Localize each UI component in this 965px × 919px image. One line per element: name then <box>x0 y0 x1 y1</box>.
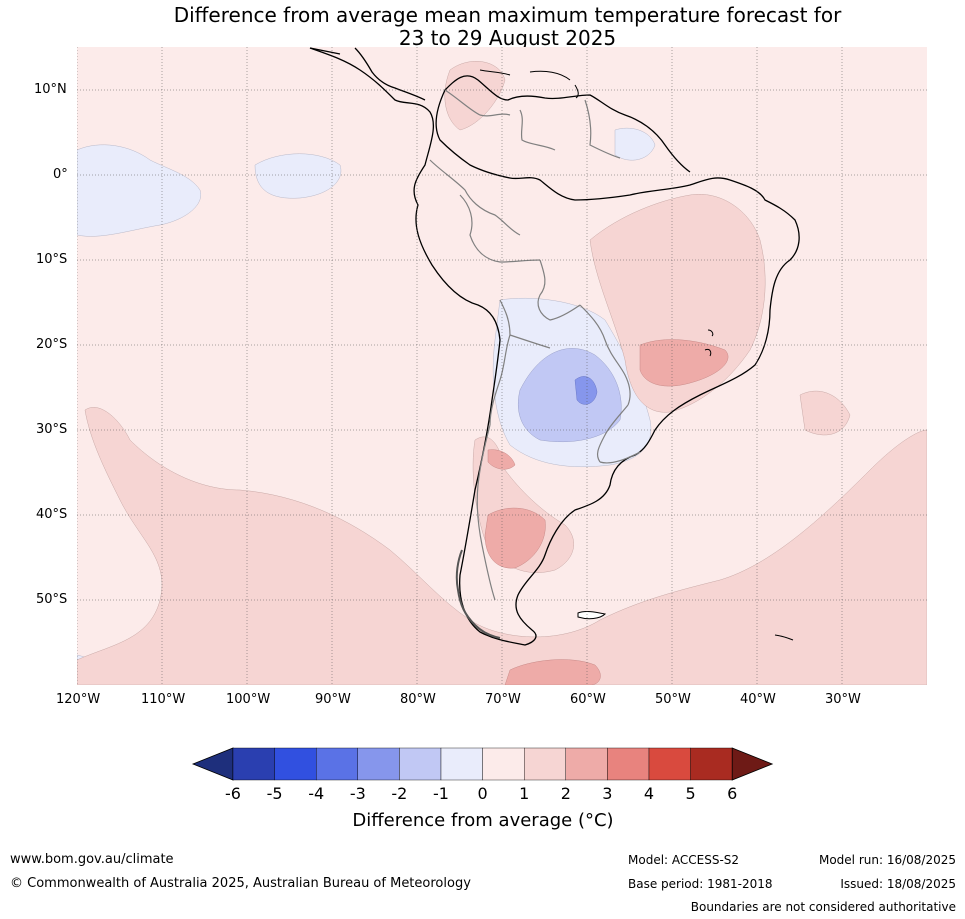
footer-website: www.bom.gov.au/climate <box>10 852 174 867</box>
anomaly-region-cool-pacific <box>77 144 202 237</box>
lon-label-90w: 90°W <box>315 692 351 707</box>
title-line-2: 23 to 29 August 2025 <box>398 26 617 50</box>
colorbar-extend-high <box>731 747 774 781</box>
lon-label-50w: 50°W <box>655 692 691 707</box>
footer-disclaimer: Boundaries are not considered authoritat… <box>690 900 956 914</box>
lon-label-100w: 100°W <box>226 692 271 707</box>
anomaly-region-warmer-chile <box>487 449 516 470</box>
colorbar <box>191 747 774 781</box>
colorbar-tick-label: -2 <box>391 784 408 803</box>
colorbar-segment <box>607 747 650 781</box>
colorbar-extend-low <box>191 747 234 781</box>
anomaly-region-warm-north <box>444 61 506 131</box>
coastline-caribbean <box>479 69 579 99</box>
colorbar-segment <box>399 747 442 781</box>
lon-label-40w: 40°W <box>740 692 776 707</box>
footer-model-run: Model run: 16/08/2025 <box>818 853 956 867</box>
anomaly-region-warm-atlantic <box>799 390 851 436</box>
colorbar-tick-label: 4 <box>643 784 655 803</box>
colorbar-segment <box>274 747 317 781</box>
colorbar-segment <box>565 747 608 781</box>
coastline-chile-fjords <box>455 549 501 639</box>
anomaly-region-cool-pacific-2 <box>254 153 342 199</box>
colorbar-tick-label: 2 <box>560 784 571 803</box>
lon-label-60w: 60°W <box>570 692 606 707</box>
coastline-central-america <box>309 47 426 101</box>
colorbar-segment <box>482 747 525 781</box>
national-boundaries <box>429 89 641 601</box>
colorbar-tick-label: 1 <box>519 784 530 803</box>
lon-label-110w: 110°W <box>141 692 186 707</box>
footer-issued: Issued: 18/08/2025 <box>840 877 956 891</box>
anomaly-region-coolest-core <box>574 376 598 405</box>
colorbar-tick-label: 3 <box>602 784 613 803</box>
lat-label-10s: 10°S <box>36 252 68 267</box>
lon-label-120w: 120°W <box>56 692 101 707</box>
colorbar-tick-label: -5 <box>266 784 283 803</box>
lon-label-70w: 70°W <box>485 692 521 707</box>
forecast-map <box>77 47 927 685</box>
title-line-1: Difference from average mean maximum tem… <box>173 3 842 27</box>
anomaly-region-cooler-interior <box>517 348 622 443</box>
lon-label-80w: 80°W <box>400 692 436 707</box>
colorbar-segment <box>690 747 733 781</box>
coastline-falklands <box>577 610 607 620</box>
colorbar-tick-label: -6 <box>225 784 241 803</box>
gridlines <box>77 47 927 685</box>
lat-label-40s: 40°S <box>36 507 68 522</box>
coastline-south-georgia <box>774 634 794 641</box>
lat-label-50s: 50°S <box>36 592 68 607</box>
colorbar-segment <box>524 747 567 781</box>
colorbar-tick-label: -4 <box>308 784 325 803</box>
anomaly-region-warmer-brazil <box>639 339 729 387</box>
lat-label-20s: 20°S <box>36 337 68 352</box>
colorbar-tick-label: -3 <box>349 784 366 803</box>
colorbar-tick-label: -1 <box>433 784 449 803</box>
anomaly-region-warm-south-pacific <box>77 407 927 685</box>
colorbar-tick-label: 0 <box>477 784 488 803</box>
colorbar-segment <box>440 747 483 781</box>
map-title: Difference from average mean maximum tem… <box>0 4 965 50</box>
anomaly-region-warmer-patagonia <box>484 507 546 569</box>
coastline-lagoon <box>704 329 714 357</box>
colorbar-segment <box>232 747 275 781</box>
lon-label-30w: 30°W <box>825 692 861 707</box>
lat-label-10n: 10°N <box>34 82 67 97</box>
lat-label-30s: 30°S <box>36 422 68 437</box>
colorbar-tick-label: 6 <box>727 784 738 803</box>
footer-base-period: Base period: 1981-2018 <box>628 877 773 891</box>
colorbar-label: Difference from average (°C) <box>352 810 614 831</box>
footer-copyright: © Commonwealth of Australia 2025, Austra… <box>10 876 471 891</box>
colorbar-tick-label: 5 <box>685 784 696 803</box>
anomaly-region-warmer-south <box>504 659 601 685</box>
anomaly-region-cool-northeast <box>614 127 656 161</box>
colorbar-segment <box>357 747 400 781</box>
colorbar-segment <box>648 747 691 781</box>
lat-label-0: 0° <box>53 167 68 182</box>
footer-model: Model: ACCESS-S2 <box>628 853 740 867</box>
colorbar-segment <box>315 747 358 781</box>
